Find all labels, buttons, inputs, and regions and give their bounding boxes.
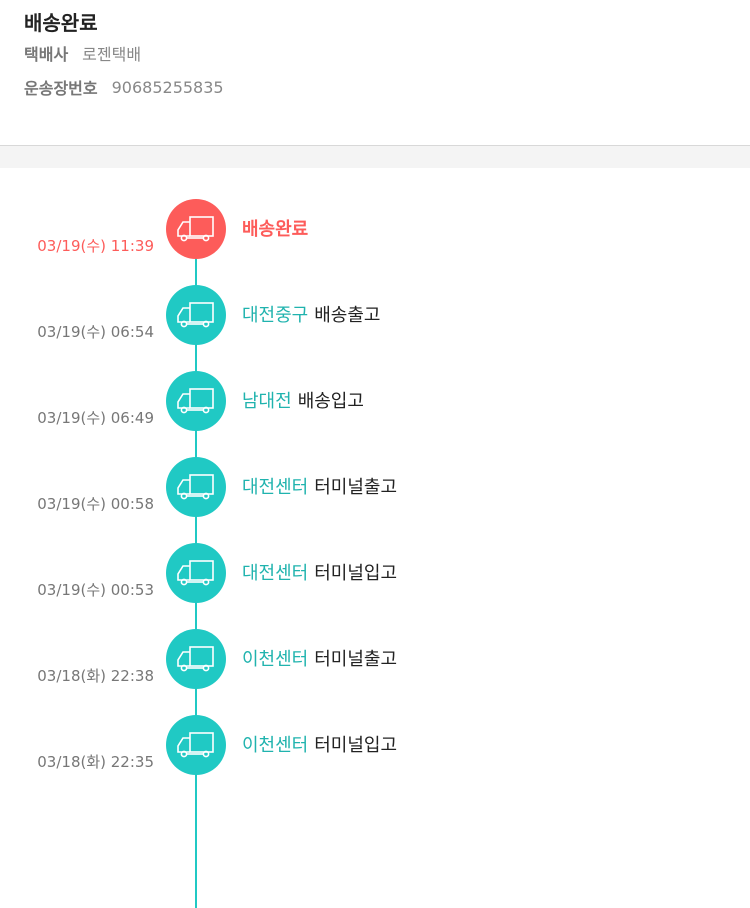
event-time: 03/19(수) 00:58 bbox=[37, 495, 154, 513]
tracking-row: 운송장번호 90685255835 bbox=[24, 70, 750, 104]
event-status: 터미널입고 bbox=[314, 563, 398, 584]
event-time: 03/19(수) 00:53 bbox=[37, 581, 154, 599]
timeline-event: 03/19(수) 00:53 대전센터 터미널입고 bbox=[0, 543, 750, 629]
event-description: 배송완료 bbox=[242, 215, 308, 241]
event-time: 03/19(수) 06:54 bbox=[37, 323, 154, 341]
event-time: 03/18(화) 22:35 bbox=[37, 753, 154, 771]
event-description: 남대전 배송입고 bbox=[242, 387, 364, 413]
page-title: 배송완료 bbox=[24, 11, 98, 35]
event-status: 터미널입고 bbox=[314, 735, 398, 756]
tracking-label: 운송장번호 bbox=[24, 79, 98, 98]
timeline-event: 03/18(화) 22:35 이천센터 터미널입고 bbox=[0, 715, 750, 801]
truck-icon bbox=[166, 629, 226, 689]
carrier-value: 로젠택배 bbox=[82, 45, 142, 64]
event-status: 터미널출고 bbox=[314, 477, 398, 498]
event-location: 대전중구 bbox=[242, 305, 309, 326]
truck-icon bbox=[166, 543, 226, 603]
timeline-event: 03/19(수) 11:39 배송완료 bbox=[0, 199, 750, 285]
event-time: 03/19(수) 11:39 bbox=[37, 237, 154, 255]
tracking-timeline: 03/19(수) 11:39 배송완료 03/19(수) 06:54 대전중구 배송… bbox=[0, 168, 750, 908]
event-time: 03/18(화) 22:38 bbox=[37, 667, 154, 685]
event-location: 대전센터 bbox=[242, 563, 309, 584]
truck-icon bbox=[166, 715, 226, 775]
event-time: 03/19(수) 06:49 bbox=[37, 409, 154, 427]
event-location: 대전센터 bbox=[242, 477, 309, 498]
carrier-row: 택배사 로젠택배 bbox=[24, 36, 750, 70]
section-divider bbox=[0, 146, 750, 168]
truck-icon bbox=[166, 371, 226, 431]
event-location: 이천센터 bbox=[242, 649, 309, 670]
event-location: 남대전 bbox=[242, 391, 292, 412]
event-status: 터미널출고 bbox=[314, 649, 398, 670]
event-status: 배송완료 bbox=[242, 219, 309, 240]
event-description: 이천센터 터미널입고 bbox=[242, 731, 397, 757]
timeline-event: 03/18(화) 22:38 이천센터 터미널출고 bbox=[0, 629, 750, 715]
timeline-event: 03/19(수) 06:54 대전중구 배송출고 bbox=[0, 285, 750, 371]
truck-icon bbox=[166, 457, 226, 517]
event-description: 이천센터 터미널출고 bbox=[242, 645, 397, 671]
event-status: 배송입고 bbox=[297, 391, 364, 412]
timeline-event: 03/19(수) 06:49 남대전 배송입고 bbox=[0, 371, 750, 457]
event-description: 대전센터 터미널입고 bbox=[242, 559, 397, 585]
timeline-event: 03/19(수) 00:58 대전센터 터미널출고 bbox=[0, 457, 750, 543]
truck-icon bbox=[166, 199, 226, 259]
event-description: 대전중구 배송출고 bbox=[242, 301, 381, 327]
event-location: 이천센터 bbox=[242, 735, 309, 756]
carrier-label: 택배사 bbox=[24, 45, 69, 64]
truck-icon bbox=[166, 285, 226, 345]
tracking-header: 배송완료 택배사 로젠택배 운송장번호 90685255835 bbox=[0, 0, 750, 146]
event-status: 배송출고 bbox=[314, 305, 381, 326]
tracking-number: 90685255835 bbox=[111, 77, 224, 97]
event-description: 대전센터 터미널출고 bbox=[242, 473, 397, 499]
